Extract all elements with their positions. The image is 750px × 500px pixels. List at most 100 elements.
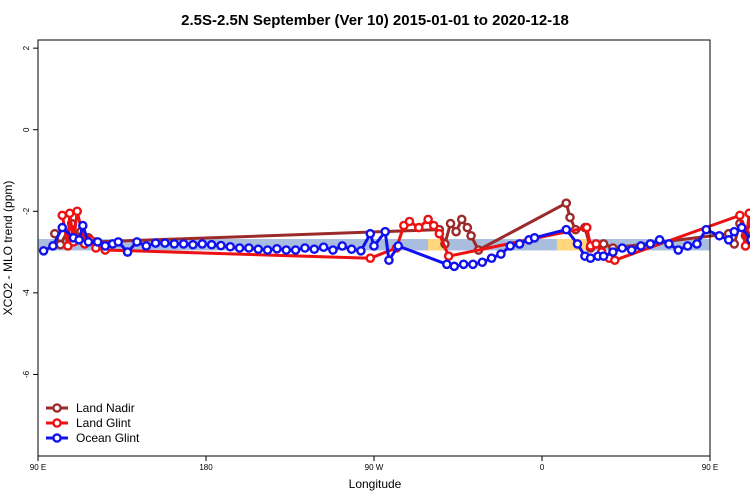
data-point-ocean-glint	[626, 245, 637, 255]
data-point-ocean-glint	[365, 228, 376, 239]
data-point-ocean-glint	[486, 253, 497, 263]
data-point-ocean-glint	[746, 235, 750, 245]
data-point-land-glint	[57, 210, 68, 221]
data-point-ocean-glint	[682, 241, 693, 251]
data-point-ocean-glint	[38, 246, 49, 256]
legend-label: Land Nadir	[76, 401, 135, 415]
data-point-ocean-glint	[141, 241, 152, 251]
x-tick-label: 90 W	[365, 463, 384, 472]
data-point-ocean-glint	[290, 245, 301, 255]
data-point-ocean-glint	[346, 244, 357, 255]
data-point-ocean-glint	[262, 245, 273, 255]
data-point-land-glint	[404, 216, 415, 227]
data-point-ocean-glint	[169, 239, 180, 249]
data-point-ocean-glint	[514, 239, 525, 249]
data-point-land-glint	[413, 222, 424, 233]
x-tick-label: 90 E	[702, 463, 718, 472]
x-tick-label: 180	[199, 463, 213, 472]
data-point-land-glint	[591, 239, 601, 249]
data-point-land-glint	[423, 214, 433, 225]
data-point-ocean-glint	[723, 235, 734, 245]
data-point-ocean-glint	[608, 247, 618, 257]
y-tick-label: 2	[22, 45, 31, 50]
data-point-ocean-glint	[272, 244, 282, 254]
data-point-ocean-glint	[441, 259, 452, 270]
y-tick-label: 0	[22, 127, 31, 132]
y-tick-label: -4	[22, 289, 31, 297]
data-point-ocean-glint	[100, 241, 110, 251]
data-point-ocean-glint	[83, 237, 94, 247]
data-point-land-nadir	[55, 239, 66, 250]
data-point-land-glint	[434, 228, 445, 239]
data-point-ocean-glint	[356, 246, 366, 256]
data-point-ocean-glint	[645, 239, 656, 249]
legend-marker	[52, 403, 62, 413]
data-point-land-glint	[582, 222, 592, 233]
series-land-glint	[57, 206, 750, 266]
data-point-ocean-glint	[57, 222, 68, 233]
data-point-ocean-glint	[714, 230, 725, 241]
data-point-ocean-glint	[160, 238, 170, 248]
legend-label: Land Glint	[76, 416, 131, 430]
data-point-land-glint	[72, 206, 82, 217]
data-point-ocean-glint	[393, 241, 404, 251]
data-point-ocean-glint	[598, 251, 609, 261]
data-point-ocean-glint	[300, 243, 310, 253]
data-point-land-nadir	[565, 212, 575, 223]
legend-marker	[52, 433, 62, 443]
x-axis-label: Longitude	[349, 477, 402, 491]
data-point-land-nadir	[451, 226, 461, 237]
data-point-land-nadir	[598, 239, 609, 249]
land-highlight	[556, 239, 587, 251]
data-point-land-glint	[443, 251, 454, 261]
x-tick-label: 0	[540, 463, 545, 472]
data-point-ocean-glint	[122, 247, 133, 257]
y-tick-label: -2	[22, 207, 31, 215]
data-point-ocean-glint	[48, 241, 58, 251]
data-point-ocean-glint	[617, 243, 628, 253]
data-point-land-glint	[744, 208, 750, 219]
data-point-land-glint	[64, 208, 75, 219]
data-point-ocean-glint	[561, 224, 572, 235]
y-axis: 2 0 -2 -4 -6	[22, 45, 38, 378]
data-point-land-nadir	[561, 198, 572, 208]
data-point-land-nadir	[456, 214, 467, 225]
y-axis-label: XCO2 - MLO trend (ppm)	[1, 181, 15, 316]
data-point-ocean-glint	[328, 245, 338, 255]
data-point-ocean-glint	[150, 238, 161, 248]
series-ocean-glint	[38, 220, 750, 272]
legend-item-land-nadir: Land Nadir	[46, 401, 135, 415]
data-point-ocean-glint	[309, 244, 320, 255]
legend-item-ocean-glint: Ocean Glint	[46, 431, 140, 445]
data-point-land-nadir	[466, 230, 476, 241]
data-point-land-nadir	[445, 218, 456, 229]
data-point-land-nadir	[462, 222, 473, 233]
land-highlight	[428, 239, 444, 251]
data-point-ocean-glint	[572, 239, 583, 249]
data-point-ocean-glint	[636, 241, 646, 251]
data-point-ocean-glint	[281, 245, 292, 255]
data-point-ocean-glint	[318, 242, 329, 252]
data-point-ocean-glint	[585, 253, 596, 263]
x-tick-label: 90 E	[30, 463, 46, 472]
data-point-ocean-glint	[458, 259, 469, 270]
data-point-land-glint	[610, 255, 620, 266]
legend-marker	[52, 418, 62, 428]
data-point-ocean-glint	[449, 261, 460, 272]
data-point-ocean-glint	[188, 239, 198, 250]
data-point-ocean-glint	[673, 245, 684, 255]
data-point-ocean-glint	[380, 226, 391, 237]
data-point-ocean-glint	[253, 244, 264, 255]
legend-item-land-glint: Land Glint	[46, 416, 131, 430]
data-point-ocean-glint	[736, 222, 747, 233]
data-point-ocean-glint	[654, 235, 665, 245]
data-point-ocean-glint	[234, 243, 245, 253]
data-point-ocean-glint	[92, 237, 103, 247]
data-point-land-glint	[428, 220, 439, 231]
data-point-land-glint	[365, 253, 376, 263]
data-point-ocean-glint	[337, 241, 348, 251]
data-point-ocean-glint	[216, 240, 226, 251]
data-point-ocean-glint	[74, 235, 84, 245]
data-point-ocean-glint	[78, 220, 88, 231]
data-point-ocean-glint	[692, 239, 702, 249]
